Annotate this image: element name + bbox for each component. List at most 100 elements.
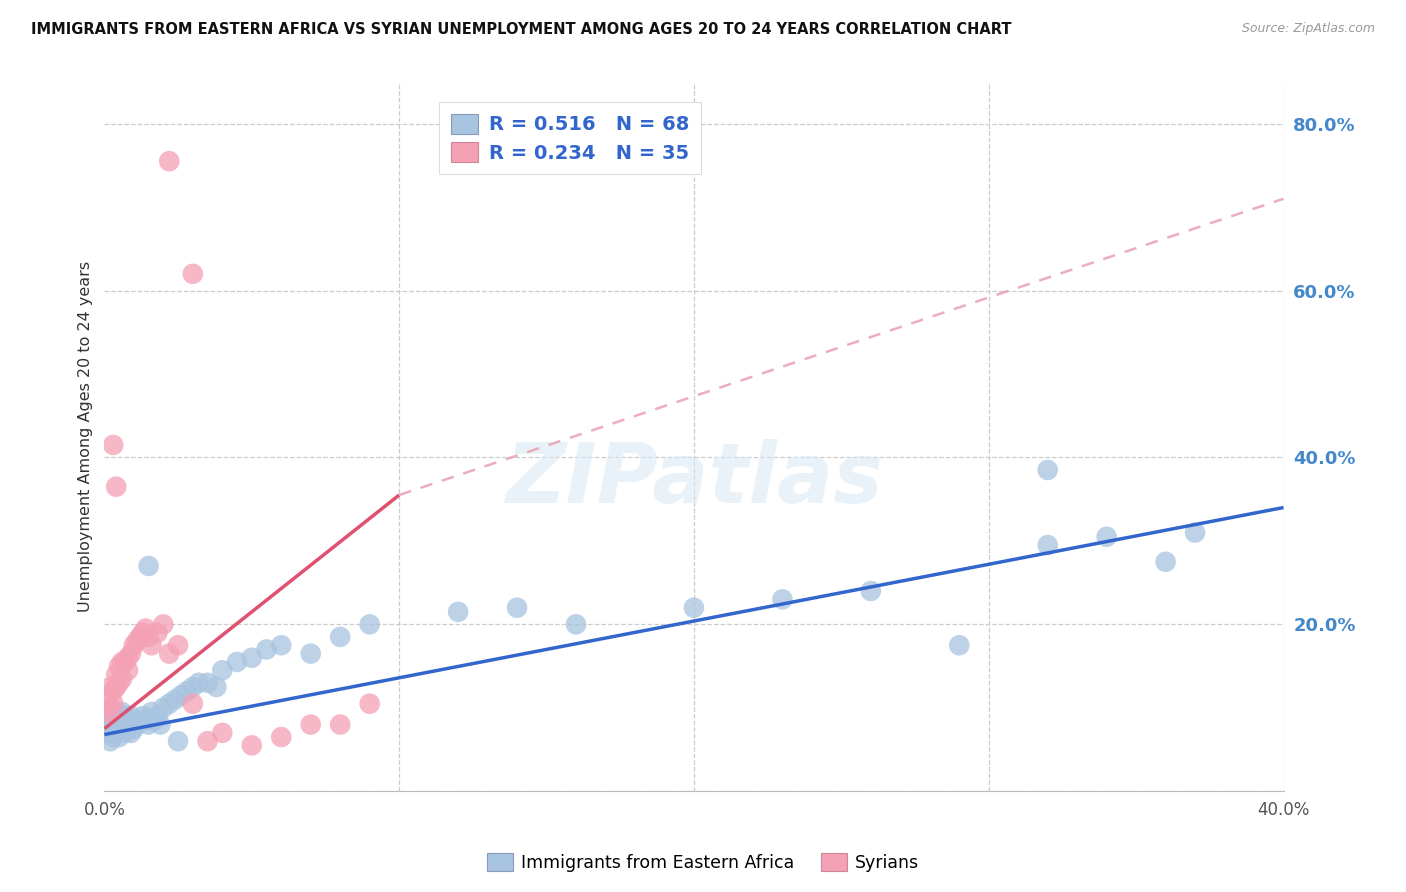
Point (105, 667, 128, 681)
Point (1095, 530, 1118, 544)
Point (143, 714, 166, 728)
Point (120, 709, 142, 723)
Point (108, 659, 131, 673)
Point (197, 675, 219, 690)
Point (96, 709, 118, 723)
Point (117, 714, 139, 728)
Point (240, 650, 263, 665)
Point (211, 663, 233, 677)
Text: IMMIGRANTS FROM EASTERN AFRICA VS SYRIAN UNEMPLOYMENT AMONG AGES 20 TO 24 YEARS : IMMIGRANTS FROM EASTERN AFRICA VS SYRIAN… (31, 22, 1011, 37)
Point (197, 734, 219, 748)
Point (181, 697, 204, 711)
Point (181, 680, 204, 694)
Point (270, 730, 292, 744)
Legend: R = 0.516   N = 68, R = 0.234   N = 35: R = 0.516 N = 68, R = 0.234 N = 35 (439, 103, 702, 175)
Point (105, 480, 128, 494)
Point (165, 692, 187, 706)
Point (138, 717, 160, 731)
Point (135, 714, 157, 728)
Point (226, 655, 249, 669)
Point (98, 734, 121, 748)
Point (122, 638, 145, 652)
Point (128, 630, 150, 644)
Point (114, 655, 136, 669)
Point (157, 647, 180, 661)
Point (96, 692, 118, 706)
Point (108, 717, 131, 731)
Point (770, 592, 793, 607)
Point (98, 680, 121, 694)
Point (120, 726, 142, 740)
Point (96, 717, 118, 731)
Point (96, 705, 118, 719)
Point (120, 647, 142, 661)
Point (205, 680, 228, 694)
Point (157, 697, 180, 711)
Point (98, 722, 121, 736)
Point (103, 438, 125, 452)
Point (359, 697, 381, 711)
Text: ZIPatlas: ZIPatlas (505, 439, 883, 520)
Point (146, 625, 169, 640)
Legend: Immigrants from Eastern Africa, Syrians: Immigrants from Eastern Africa, Syrians (479, 847, 927, 879)
Point (98, 701, 121, 715)
Point (114, 717, 136, 731)
Point (506, 600, 529, 615)
Point (141, 705, 163, 719)
Point (103, 709, 125, 723)
Point (447, 605, 470, 619)
Point (111, 672, 134, 686)
Point (114, 709, 136, 723)
Point (108, 730, 131, 744)
Point (125, 717, 148, 731)
Point (329, 717, 352, 731)
Point (948, 638, 970, 652)
Point (141, 638, 163, 652)
Point (122, 714, 145, 728)
Point (859, 584, 882, 599)
Point (359, 617, 381, 632)
Point (108, 709, 131, 723)
Point (1036, 538, 1059, 552)
Point (98, 705, 121, 719)
Point (96, 726, 118, 740)
Point (105, 680, 128, 694)
Point (117, 663, 139, 677)
Point (187, 675, 209, 690)
Point (117, 650, 139, 665)
Point (105, 722, 128, 736)
Point (103, 697, 125, 711)
Point (1184, 525, 1206, 540)
Point (131, 709, 153, 723)
Point (138, 630, 160, 644)
Point (111, 722, 134, 736)
Point (114, 726, 136, 740)
Point (103, 717, 125, 731)
Point (1154, 555, 1177, 569)
Point (108, 675, 131, 690)
Point (103, 730, 125, 744)
Point (181, 267, 204, 281)
Point (256, 642, 278, 657)
Point (167, 734, 190, 748)
Point (299, 647, 322, 661)
Point (103, 684, 125, 698)
Point (105, 705, 128, 719)
Point (111, 705, 134, 719)
Point (565, 617, 588, 632)
Point (98, 714, 121, 728)
Point (131, 625, 153, 640)
Point (176, 684, 198, 698)
Point (1036, 463, 1059, 477)
Point (299, 717, 322, 731)
Point (240, 739, 263, 753)
Text: Source: ZipAtlas.com: Source: ZipAtlas.com (1241, 22, 1375, 36)
Point (149, 717, 172, 731)
Point (152, 701, 174, 715)
Y-axis label: Unemployment Among Ages 20 to 24 years: Unemployment Among Ages 20 to 24 years (79, 261, 93, 612)
Point (270, 638, 292, 652)
Point (128, 714, 150, 728)
Point (211, 726, 233, 740)
Point (329, 630, 352, 644)
Point (167, 638, 190, 652)
